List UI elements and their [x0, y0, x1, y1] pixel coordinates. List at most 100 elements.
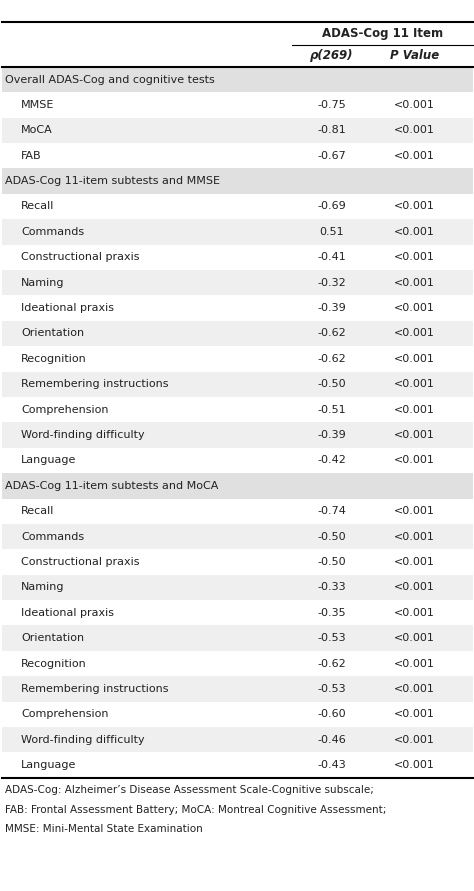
Text: <0.001: <0.001	[394, 634, 435, 643]
Text: Remembering instructions: Remembering instructions	[21, 380, 169, 389]
Bar	[2, 498, 473, 524]
Text: <0.001: <0.001	[394, 151, 435, 160]
Text: -0.46: -0.46	[318, 735, 346, 745]
Text: -0.81: -0.81	[318, 126, 346, 135]
Text: <0.001: <0.001	[394, 252, 435, 262]
Bar	[2, 219, 473, 244]
Bar	[2, 346, 473, 372]
Text: <0.001: <0.001	[394, 430, 435, 440]
Text: -0.50: -0.50	[318, 557, 346, 567]
Text: <0.001: <0.001	[394, 532, 435, 542]
Text: Recall: Recall	[21, 201, 55, 211]
Text: Ideational praxis: Ideational praxis	[21, 608, 114, 617]
Bar	[2, 600, 473, 625]
Text: -0.53: -0.53	[318, 634, 346, 643]
Text: Recognition: Recognition	[21, 658, 87, 668]
Text: <0.001: <0.001	[394, 557, 435, 567]
Text: <0.001: <0.001	[394, 278, 435, 288]
Text: -0.60: -0.60	[318, 709, 346, 719]
Text: ρ(269): ρ(269)	[310, 49, 354, 62]
Text: Naming: Naming	[21, 278, 65, 288]
Text: Recognition: Recognition	[21, 354, 87, 364]
Text: -0.51: -0.51	[318, 405, 346, 414]
Text: -0.62: -0.62	[318, 658, 346, 668]
Text: -0.67: -0.67	[318, 151, 346, 160]
Text: -0.69: -0.69	[318, 201, 346, 211]
Bar	[2, 168, 473, 193]
Text: Recall: Recall	[21, 506, 55, 516]
Text: Commands: Commands	[21, 227, 84, 237]
Text: <0.001: <0.001	[394, 227, 435, 237]
Text: -0.39: -0.39	[318, 430, 346, 440]
Bar	[2, 650, 473, 676]
Bar	[2, 295, 473, 321]
Text: <0.001: <0.001	[394, 380, 435, 389]
Text: -0.75: -0.75	[318, 100, 346, 110]
Text: <0.001: <0.001	[394, 735, 435, 745]
Text: Language: Language	[21, 760, 77, 770]
Bar	[2, 473, 473, 498]
Text: <0.001: <0.001	[394, 709, 435, 719]
Text: -0.62: -0.62	[318, 354, 346, 364]
Text: Ideational praxis: Ideational praxis	[21, 303, 114, 313]
Text: <0.001: <0.001	[394, 684, 435, 694]
Text: Comprehension: Comprehension	[21, 405, 109, 414]
Text: Orientation: Orientation	[21, 634, 84, 643]
Text: Naming: Naming	[21, 583, 65, 593]
Text: -0.35: -0.35	[318, 608, 346, 617]
Text: -0.62: -0.62	[318, 329, 346, 339]
Text: <0.001: <0.001	[394, 506, 435, 516]
Text: 0.51: 0.51	[319, 227, 344, 237]
Text: Overall ADAS-Cog and cognitive tests: Overall ADAS-Cog and cognitive tests	[5, 75, 215, 85]
Text: <0.001: <0.001	[394, 303, 435, 313]
Text: Comprehension: Comprehension	[21, 709, 109, 719]
Text: -0.50: -0.50	[318, 532, 346, 542]
Text: Orientation: Orientation	[21, 329, 84, 339]
Bar	[2, 118, 473, 143]
Text: Commands: Commands	[21, 532, 84, 542]
Text: <0.001: <0.001	[394, 760, 435, 770]
Bar	[2, 244, 473, 270]
Bar	[2, 143, 473, 168]
Text: Constructional praxis: Constructional praxis	[21, 252, 140, 262]
Text: -0.32: -0.32	[318, 278, 346, 288]
Bar	[2, 396, 473, 422]
Text: -0.74: -0.74	[318, 506, 346, 516]
Text: <0.001: <0.001	[394, 658, 435, 668]
Text: Language: Language	[21, 455, 77, 465]
Text: <0.001: <0.001	[394, 126, 435, 135]
Text: P Value: P Value	[390, 49, 439, 62]
Text: MoCA: MoCA	[21, 126, 53, 135]
Text: ADAS-Cog: Alzheimer’s Disease Assessment Scale-Cognitive subscale;: ADAS-Cog: Alzheimer’s Disease Assessment…	[5, 785, 374, 795]
Text: MMSE: Mini-Mental State Examination: MMSE: Mini-Mental State Examination	[5, 824, 202, 834]
Text: Word-finding difficulty: Word-finding difficulty	[21, 735, 145, 745]
Text: ADAS-Cog 11 Item: ADAS-Cog 11 Item	[322, 27, 443, 40]
Text: <0.001: <0.001	[394, 608, 435, 617]
Bar	[2, 676, 473, 701]
Text: Constructional praxis: Constructional praxis	[21, 557, 140, 567]
Text: <0.001: <0.001	[394, 405, 435, 414]
Bar	[2, 372, 473, 396]
Text: Word-finding difficulty: Word-finding difficulty	[21, 430, 145, 440]
Text: <0.001: <0.001	[394, 329, 435, 339]
Text: <0.001: <0.001	[394, 583, 435, 593]
Bar	[2, 752, 473, 778]
Bar	[2, 549, 473, 575]
Bar	[2, 575, 473, 600]
Text: <0.001: <0.001	[394, 201, 435, 211]
Text: FAB: FAB	[21, 151, 42, 160]
Text: -0.53: -0.53	[318, 684, 346, 694]
Text: -0.50: -0.50	[318, 380, 346, 389]
Text: <0.001: <0.001	[394, 354, 435, 364]
Bar	[2, 270, 473, 295]
Bar	[2, 727, 473, 752]
Text: -0.43: -0.43	[318, 760, 346, 770]
Bar	[2, 625, 473, 650]
Bar	[2, 321, 473, 346]
Bar	[2, 524, 473, 549]
Text: -0.39: -0.39	[318, 303, 346, 313]
Bar	[2, 92, 473, 118]
Text: -0.41: -0.41	[318, 252, 346, 262]
Text: FAB: Frontal Assessment Battery; MoCA: Montreal Cognitive Assessment;: FAB: Frontal Assessment Battery; MoCA: M…	[5, 805, 386, 814]
Bar	[2, 193, 473, 219]
